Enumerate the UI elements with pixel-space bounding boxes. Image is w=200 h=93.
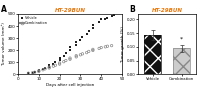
Point — [81, 36, 84, 38]
Point — [62, 55, 65, 56]
Point — [58, 62, 61, 64]
Point — [110, 45, 113, 46]
Bar — [173, 48, 190, 74]
Point — [85, 33, 88, 35]
Point — [27, 72, 30, 74]
Point — [52, 63, 55, 64]
Point — [91, 50, 94, 51]
Title: HT-29BUN: HT-29BUN — [54, 8, 86, 13]
Bar — [173, 48, 190, 74]
Point — [48, 67, 51, 69]
Point — [43, 67, 47, 68]
Point — [31, 72, 34, 73]
Legend: Vehicle, Combination: Vehicle, Combination — [20, 16, 48, 25]
Point — [91, 49, 94, 50]
Point — [33, 72, 36, 73]
Point — [75, 42, 78, 43]
Point — [85, 52, 88, 53]
Text: A: A — [1, 5, 7, 14]
Point — [98, 48, 101, 49]
Point — [58, 57, 61, 58]
Point — [62, 61, 65, 62]
Point — [58, 63, 61, 65]
Point — [54, 64, 57, 66]
Point — [79, 54, 82, 56]
Point — [48, 66, 51, 67]
Point — [104, 18, 107, 20]
Point — [87, 51, 90, 52]
Title: HT-29BUN: HT-29BUN — [152, 8, 182, 13]
Point — [54, 61, 57, 62]
Point — [48, 65, 51, 66]
Text: B: B — [129, 5, 135, 14]
Point — [106, 17, 109, 18]
Point — [31, 72, 34, 73]
Point — [91, 24, 94, 26]
Point — [68, 46, 72, 48]
Point — [110, 16, 113, 17]
X-axis label: Days after cell injection: Days after cell injection — [46, 83, 94, 87]
Point — [27, 72, 30, 74]
Point — [75, 56, 78, 58]
Point — [112, 14, 115, 16]
Point — [79, 39, 82, 41]
Point — [41, 69, 45, 71]
Point — [68, 49, 72, 51]
Point — [81, 53, 84, 55]
Point — [104, 46, 107, 48]
Point — [68, 57, 72, 59]
Point — [58, 59, 61, 61]
Point — [52, 65, 55, 67]
Point — [91, 27, 94, 29]
Bar — [144, 35, 161, 74]
Point — [37, 69, 40, 71]
Point — [37, 70, 40, 72]
Point — [87, 30, 90, 32]
Y-axis label: Tumor growth (%): Tumor growth (%) — [121, 26, 125, 63]
Point — [64, 60, 67, 61]
Point — [106, 45, 109, 47]
Point — [48, 66, 51, 68]
Bar — [144, 35, 161, 74]
Point — [64, 52, 67, 54]
Point — [75, 44, 78, 45]
Y-axis label: Tumor volume (mm³): Tumor volume (mm³) — [2, 22, 6, 66]
Text: *: * — [180, 37, 183, 42]
Point — [75, 55, 78, 56]
Point — [37, 71, 40, 72]
Point — [100, 19, 103, 20]
Point — [37, 70, 40, 72]
Point — [100, 47, 103, 48]
Point — [41, 68, 45, 70]
Point — [98, 21, 101, 23]
Point — [43, 68, 47, 70]
Point — [33, 71, 36, 73]
Point — [68, 59, 72, 60]
